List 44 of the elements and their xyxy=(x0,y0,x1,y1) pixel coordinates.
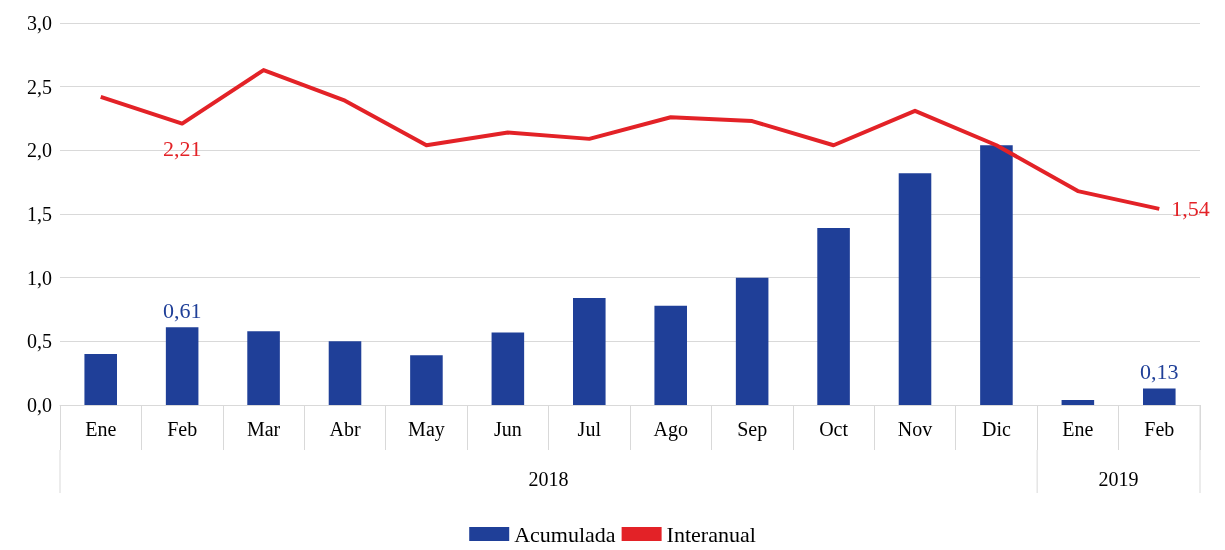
x-tick-label: Mar xyxy=(246,418,281,440)
y-tick-label: 0,0 xyxy=(27,394,52,416)
legend-label: Interanual xyxy=(666,521,756,547)
bar xyxy=(898,173,932,405)
x-tick-label: Jun xyxy=(493,418,522,440)
x-tick-label: Abr xyxy=(329,418,361,440)
y-tick-label: 2,0 xyxy=(27,139,52,162)
bar xyxy=(654,305,687,405)
x-tick-label: Jul xyxy=(577,418,602,440)
bar xyxy=(84,354,117,405)
bar xyxy=(410,355,443,405)
data-label: 0,61 xyxy=(162,297,202,323)
x-tick-label: Ago xyxy=(653,418,688,441)
x-tick-label: Ene xyxy=(1062,418,1094,440)
line-series xyxy=(98,68,1162,211)
text: 2019 xyxy=(1098,468,1139,490)
bar xyxy=(573,298,606,405)
text: 2018 xyxy=(528,468,569,490)
bar xyxy=(328,341,362,405)
bar xyxy=(817,228,850,405)
data-label: 0,13 xyxy=(1140,358,1179,384)
legend-label: Acumulada xyxy=(514,521,616,547)
x-tick-label: May xyxy=(408,418,445,441)
bar xyxy=(247,331,280,405)
x-tick-label: Feb xyxy=(1144,418,1175,440)
bar xyxy=(1061,399,1095,405)
x-tick-label: Oct xyxy=(819,418,849,440)
bar xyxy=(1143,388,1176,405)
bar xyxy=(980,145,1013,405)
y-tick-label: 3,0 xyxy=(27,12,52,34)
bar xyxy=(735,277,769,405)
y-tick-label: 2,5 xyxy=(27,75,52,98)
bar xyxy=(491,332,525,405)
x-tick-label: Ene xyxy=(85,418,117,440)
y-tick-label: 1,0 xyxy=(27,266,52,289)
data-label: 1,54 xyxy=(1171,196,1210,222)
data-label: 2,21 xyxy=(162,136,202,162)
y-tick-label: 1,5 xyxy=(27,203,52,225)
x-tick-label: Feb xyxy=(167,418,198,440)
x-tick-label: Nov xyxy=(897,418,933,440)
x-tick-label: Dic xyxy=(981,418,1011,440)
bar xyxy=(165,327,199,405)
y-tick-label: 0,5 xyxy=(27,330,52,353)
x-tick-label: Sep xyxy=(737,418,768,441)
